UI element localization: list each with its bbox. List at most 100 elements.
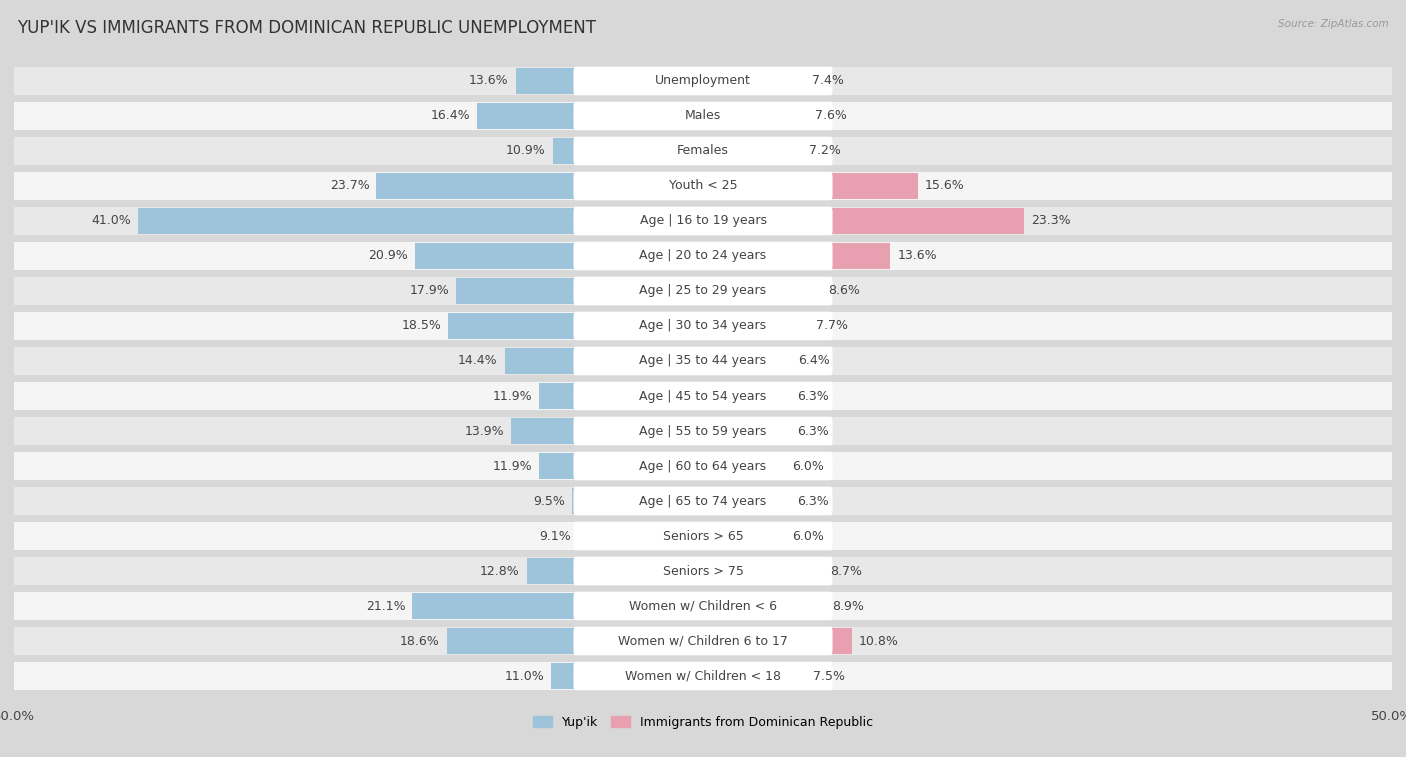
FancyBboxPatch shape: [574, 347, 832, 375]
Legend: Yup'ik, Immigrants from Dominican Republic: Yup'ik, Immigrants from Dominican Republ…: [529, 711, 877, 734]
Bar: [449, 313, 703, 338]
Bar: [703, 104, 807, 129]
FancyBboxPatch shape: [574, 101, 832, 130]
Bar: [703, 173, 918, 198]
Bar: [703, 208, 1024, 234]
Text: Age | 30 to 34 years: Age | 30 to 34 years: [640, 319, 766, 332]
Text: Males: Males: [685, 110, 721, 123]
FancyBboxPatch shape: [574, 487, 832, 516]
Text: 14.4%: 14.4%: [458, 354, 498, 367]
FancyBboxPatch shape: [14, 277, 1392, 305]
Text: Age | 25 to 29 years: Age | 25 to 29 years: [640, 285, 766, 298]
Text: Age | 55 to 59 years: Age | 55 to 59 years: [640, 425, 766, 438]
Text: 6.0%: 6.0%: [793, 459, 824, 472]
FancyBboxPatch shape: [14, 627, 1392, 655]
Bar: [457, 279, 703, 304]
Text: 6.0%: 6.0%: [793, 529, 824, 543]
Text: Youth < 25: Youth < 25: [669, 179, 737, 192]
Text: 13.9%: 13.9%: [465, 425, 505, 438]
Text: 7.4%: 7.4%: [811, 74, 844, 88]
Bar: [551, 663, 703, 689]
Text: Unemployment: Unemployment: [655, 74, 751, 88]
Text: 9.1%: 9.1%: [538, 529, 571, 543]
Text: 6.3%: 6.3%: [797, 390, 828, 403]
Text: Women w/ Children < 18: Women w/ Children < 18: [626, 669, 780, 683]
Text: 8.7%: 8.7%: [830, 565, 862, 578]
Bar: [703, 383, 790, 409]
Bar: [703, 523, 786, 549]
FancyBboxPatch shape: [574, 67, 832, 95]
Bar: [703, 488, 790, 513]
Bar: [377, 173, 703, 198]
FancyBboxPatch shape: [14, 67, 1392, 95]
Bar: [703, 348, 792, 374]
Bar: [703, 68, 806, 94]
FancyBboxPatch shape: [574, 556, 832, 585]
FancyBboxPatch shape: [574, 662, 832, 690]
Text: 6.3%: 6.3%: [797, 494, 828, 507]
Text: 21.1%: 21.1%: [366, 600, 405, 612]
Text: Age | 16 to 19 years: Age | 16 to 19 years: [640, 214, 766, 228]
Text: 23.3%: 23.3%: [1031, 214, 1070, 228]
Text: 18.6%: 18.6%: [401, 634, 440, 647]
FancyBboxPatch shape: [14, 242, 1392, 270]
Text: Source: ZipAtlas.com: Source: ZipAtlas.com: [1278, 19, 1389, 29]
FancyBboxPatch shape: [14, 382, 1392, 410]
Bar: [703, 139, 803, 164]
FancyBboxPatch shape: [14, 662, 1392, 690]
Text: 6.3%: 6.3%: [797, 425, 828, 438]
FancyBboxPatch shape: [574, 522, 832, 550]
Text: 8.6%: 8.6%: [828, 285, 860, 298]
Bar: [703, 244, 890, 269]
FancyBboxPatch shape: [14, 172, 1392, 200]
FancyBboxPatch shape: [14, 137, 1392, 165]
Bar: [572, 488, 703, 513]
FancyBboxPatch shape: [574, 627, 832, 656]
FancyBboxPatch shape: [14, 557, 1392, 585]
Text: 41.0%: 41.0%: [91, 214, 131, 228]
Text: 8.9%: 8.9%: [832, 600, 865, 612]
FancyBboxPatch shape: [574, 172, 832, 201]
FancyBboxPatch shape: [14, 522, 1392, 550]
Text: 11.9%: 11.9%: [492, 459, 531, 472]
Text: 11.0%: 11.0%: [505, 669, 544, 683]
FancyBboxPatch shape: [14, 487, 1392, 515]
Text: Age | 65 to 74 years: Age | 65 to 74 years: [640, 494, 766, 507]
Text: 7.7%: 7.7%: [815, 319, 848, 332]
Bar: [516, 68, 703, 94]
Bar: [538, 453, 703, 478]
Bar: [703, 279, 821, 304]
Text: YUP'IK VS IMMIGRANTS FROM DOMINICAN REPUBLIC UNEMPLOYMENT: YUP'IK VS IMMIGRANTS FROM DOMINICAN REPU…: [17, 19, 596, 37]
FancyBboxPatch shape: [14, 452, 1392, 480]
Text: Seniors > 65: Seniors > 65: [662, 529, 744, 543]
Text: 12.8%: 12.8%: [479, 565, 520, 578]
Bar: [538, 383, 703, 409]
FancyBboxPatch shape: [574, 452, 832, 481]
Bar: [703, 453, 786, 478]
Text: 10.8%: 10.8%: [859, 634, 898, 647]
Text: 7.5%: 7.5%: [813, 669, 845, 683]
Bar: [703, 419, 790, 444]
Text: 20.9%: 20.9%: [368, 250, 408, 263]
Text: 23.7%: 23.7%: [330, 179, 370, 192]
Text: Age | 60 to 64 years: Age | 60 to 64 years: [640, 459, 766, 472]
Bar: [703, 593, 825, 618]
Text: 11.9%: 11.9%: [492, 390, 531, 403]
FancyBboxPatch shape: [574, 137, 832, 165]
FancyBboxPatch shape: [14, 347, 1392, 375]
Bar: [138, 208, 703, 234]
FancyBboxPatch shape: [574, 592, 832, 620]
Text: Seniors > 75: Seniors > 75: [662, 565, 744, 578]
Bar: [553, 139, 703, 164]
Text: 13.6%: 13.6%: [470, 74, 509, 88]
Text: 17.9%: 17.9%: [409, 285, 450, 298]
Bar: [512, 419, 703, 444]
FancyBboxPatch shape: [574, 241, 832, 270]
FancyBboxPatch shape: [14, 312, 1392, 340]
Bar: [703, 663, 807, 689]
Bar: [412, 593, 703, 618]
Text: 13.6%: 13.6%: [897, 250, 936, 263]
Text: 16.4%: 16.4%: [430, 110, 470, 123]
Bar: [505, 348, 703, 374]
Text: Females: Females: [678, 145, 728, 157]
